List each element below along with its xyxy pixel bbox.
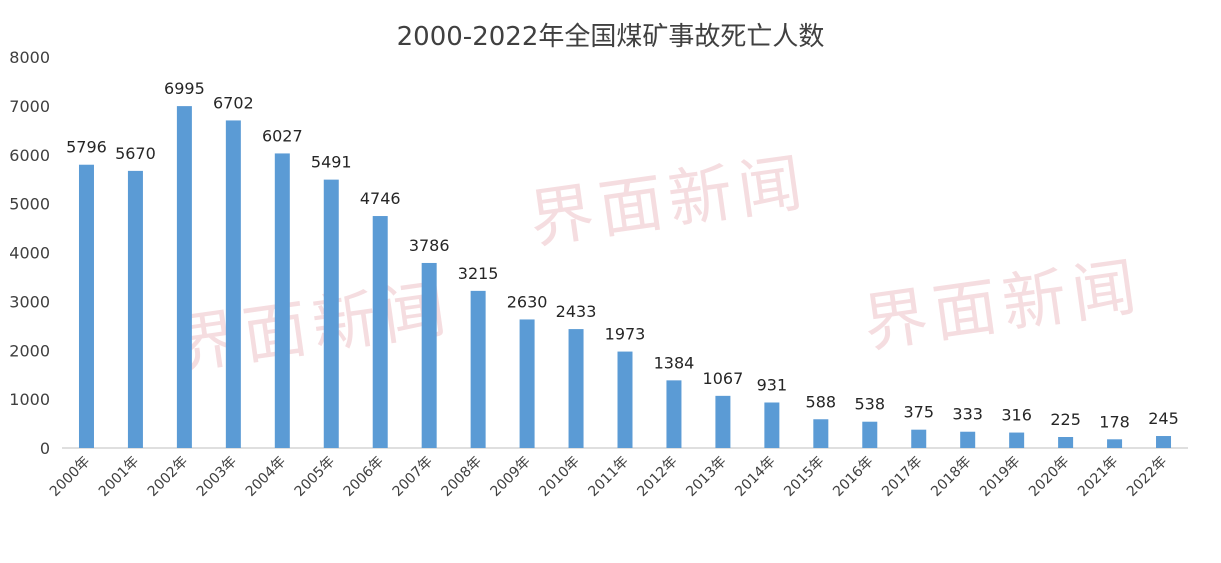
bar (666, 380, 682, 448)
y-tick-label: 3000 (9, 292, 50, 311)
x-tick-label: 2021年 (1075, 454, 1121, 500)
data-label: 6027 (262, 126, 303, 145)
x-tick-label: 2019年 (977, 454, 1023, 500)
data-label: 538 (855, 395, 886, 414)
bar (1009, 432, 1025, 448)
bar (225, 120, 241, 448)
data-label: 225 (1050, 410, 1081, 429)
bar (764, 402, 780, 448)
x-tick-label: 2004年 (243, 454, 289, 500)
y-tick-label: 7000 (9, 97, 50, 116)
x-tick-label: 2003年 (194, 454, 240, 500)
bar (421, 262, 437, 448)
x-tick-label: 2020年 (1026, 454, 1072, 500)
y-tick-label: 1000 (9, 390, 50, 409)
data-label: 3215 (458, 264, 499, 283)
x-tick-label: 2014年 (732, 454, 778, 500)
x-tick-label: 2018年 (928, 454, 974, 500)
bar (1156, 436, 1172, 448)
bar (568, 329, 584, 448)
bar (960, 431, 976, 448)
bar (78, 164, 94, 448)
data-label: 2433 (556, 302, 597, 321)
data-label: 4746 (360, 189, 401, 208)
y-tick-label: 5000 (9, 195, 50, 214)
bar (127, 170, 143, 448)
data-label: 6995 (164, 79, 205, 98)
x-tick-label: 2015年 (781, 454, 827, 500)
x-tick-label: 2022年 (1124, 454, 1170, 500)
bar (617, 351, 633, 448)
bar (323, 179, 339, 448)
data-label: 5670 (115, 144, 156, 163)
y-tick-label: 2000 (9, 341, 50, 360)
data-label: 6702 (213, 93, 254, 112)
data-label: 588 (806, 392, 837, 411)
data-label: 5491 (311, 153, 352, 172)
y-tick-label: 0 (40, 439, 50, 458)
x-tick-label: 2013年 (683, 454, 729, 500)
bar (470, 290, 486, 448)
data-label: 245 (1148, 409, 1179, 428)
x-tick-label: 2002年 (145, 454, 191, 500)
x-tick-label: 2016年 (830, 454, 876, 500)
chart-title: 2000-2022年全国煤矿事故死亡人数 (396, 22, 825, 52)
bar (519, 319, 535, 448)
x-tick-label: 2009年 (488, 454, 534, 500)
x-tick-label: 2011年 (585, 454, 631, 500)
y-tick-label: 8000 (9, 48, 50, 67)
data-label: 375 (903, 403, 934, 422)
bar (813, 419, 829, 448)
x-tick-label: 2008年 (439, 454, 485, 500)
y-tick-label: 6000 (9, 146, 50, 165)
bar (274, 153, 290, 449)
data-label: 3786 (409, 236, 450, 255)
x-tick-label: 2010年 (536, 454, 582, 500)
bar (1107, 439, 1123, 448)
bar (715, 395, 731, 448)
data-label: 1067 (703, 369, 744, 388)
data-label: 5796 (66, 138, 107, 157)
bar (911, 429, 927, 448)
bar (862, 421, 878, 448)
x-tick-label: 2007年 (390, 454, 436, 500)
y-tick-label: 4000 (9, 244, 50, 263)
data-label: 316 (1001, 406, 1032, 425)
data-label: 2630 (507, 292, 548, 311)
bar (176, 106, 192, 448)
data-label: 333 (952, 405, 983, 424)
x-tick-label: 2012年 (634, 454, 680, 500)
x-tick-label: 2017年 (879, 454, 925, 500)
data-label: 1973 (605, 325, 646, 344)
bar (372, 216, 388, 448)
bar (1058, 437, 1074, 448)
data-label: 178 (1099, 412, 1130, 431)
x-tick-label: 2005年 (292, 454, 338, 500)
x-tick-label: 2001年 (96, 454, 142, 500)
data-label: 1384 (654, 353, 695, 372)
data-label: 931 (757, 375, 788, 394)
x-tick-label: 2006年 (341, 454, 387, 500)
x-tick-label: 2000年 (47, 454, 93, 500)
